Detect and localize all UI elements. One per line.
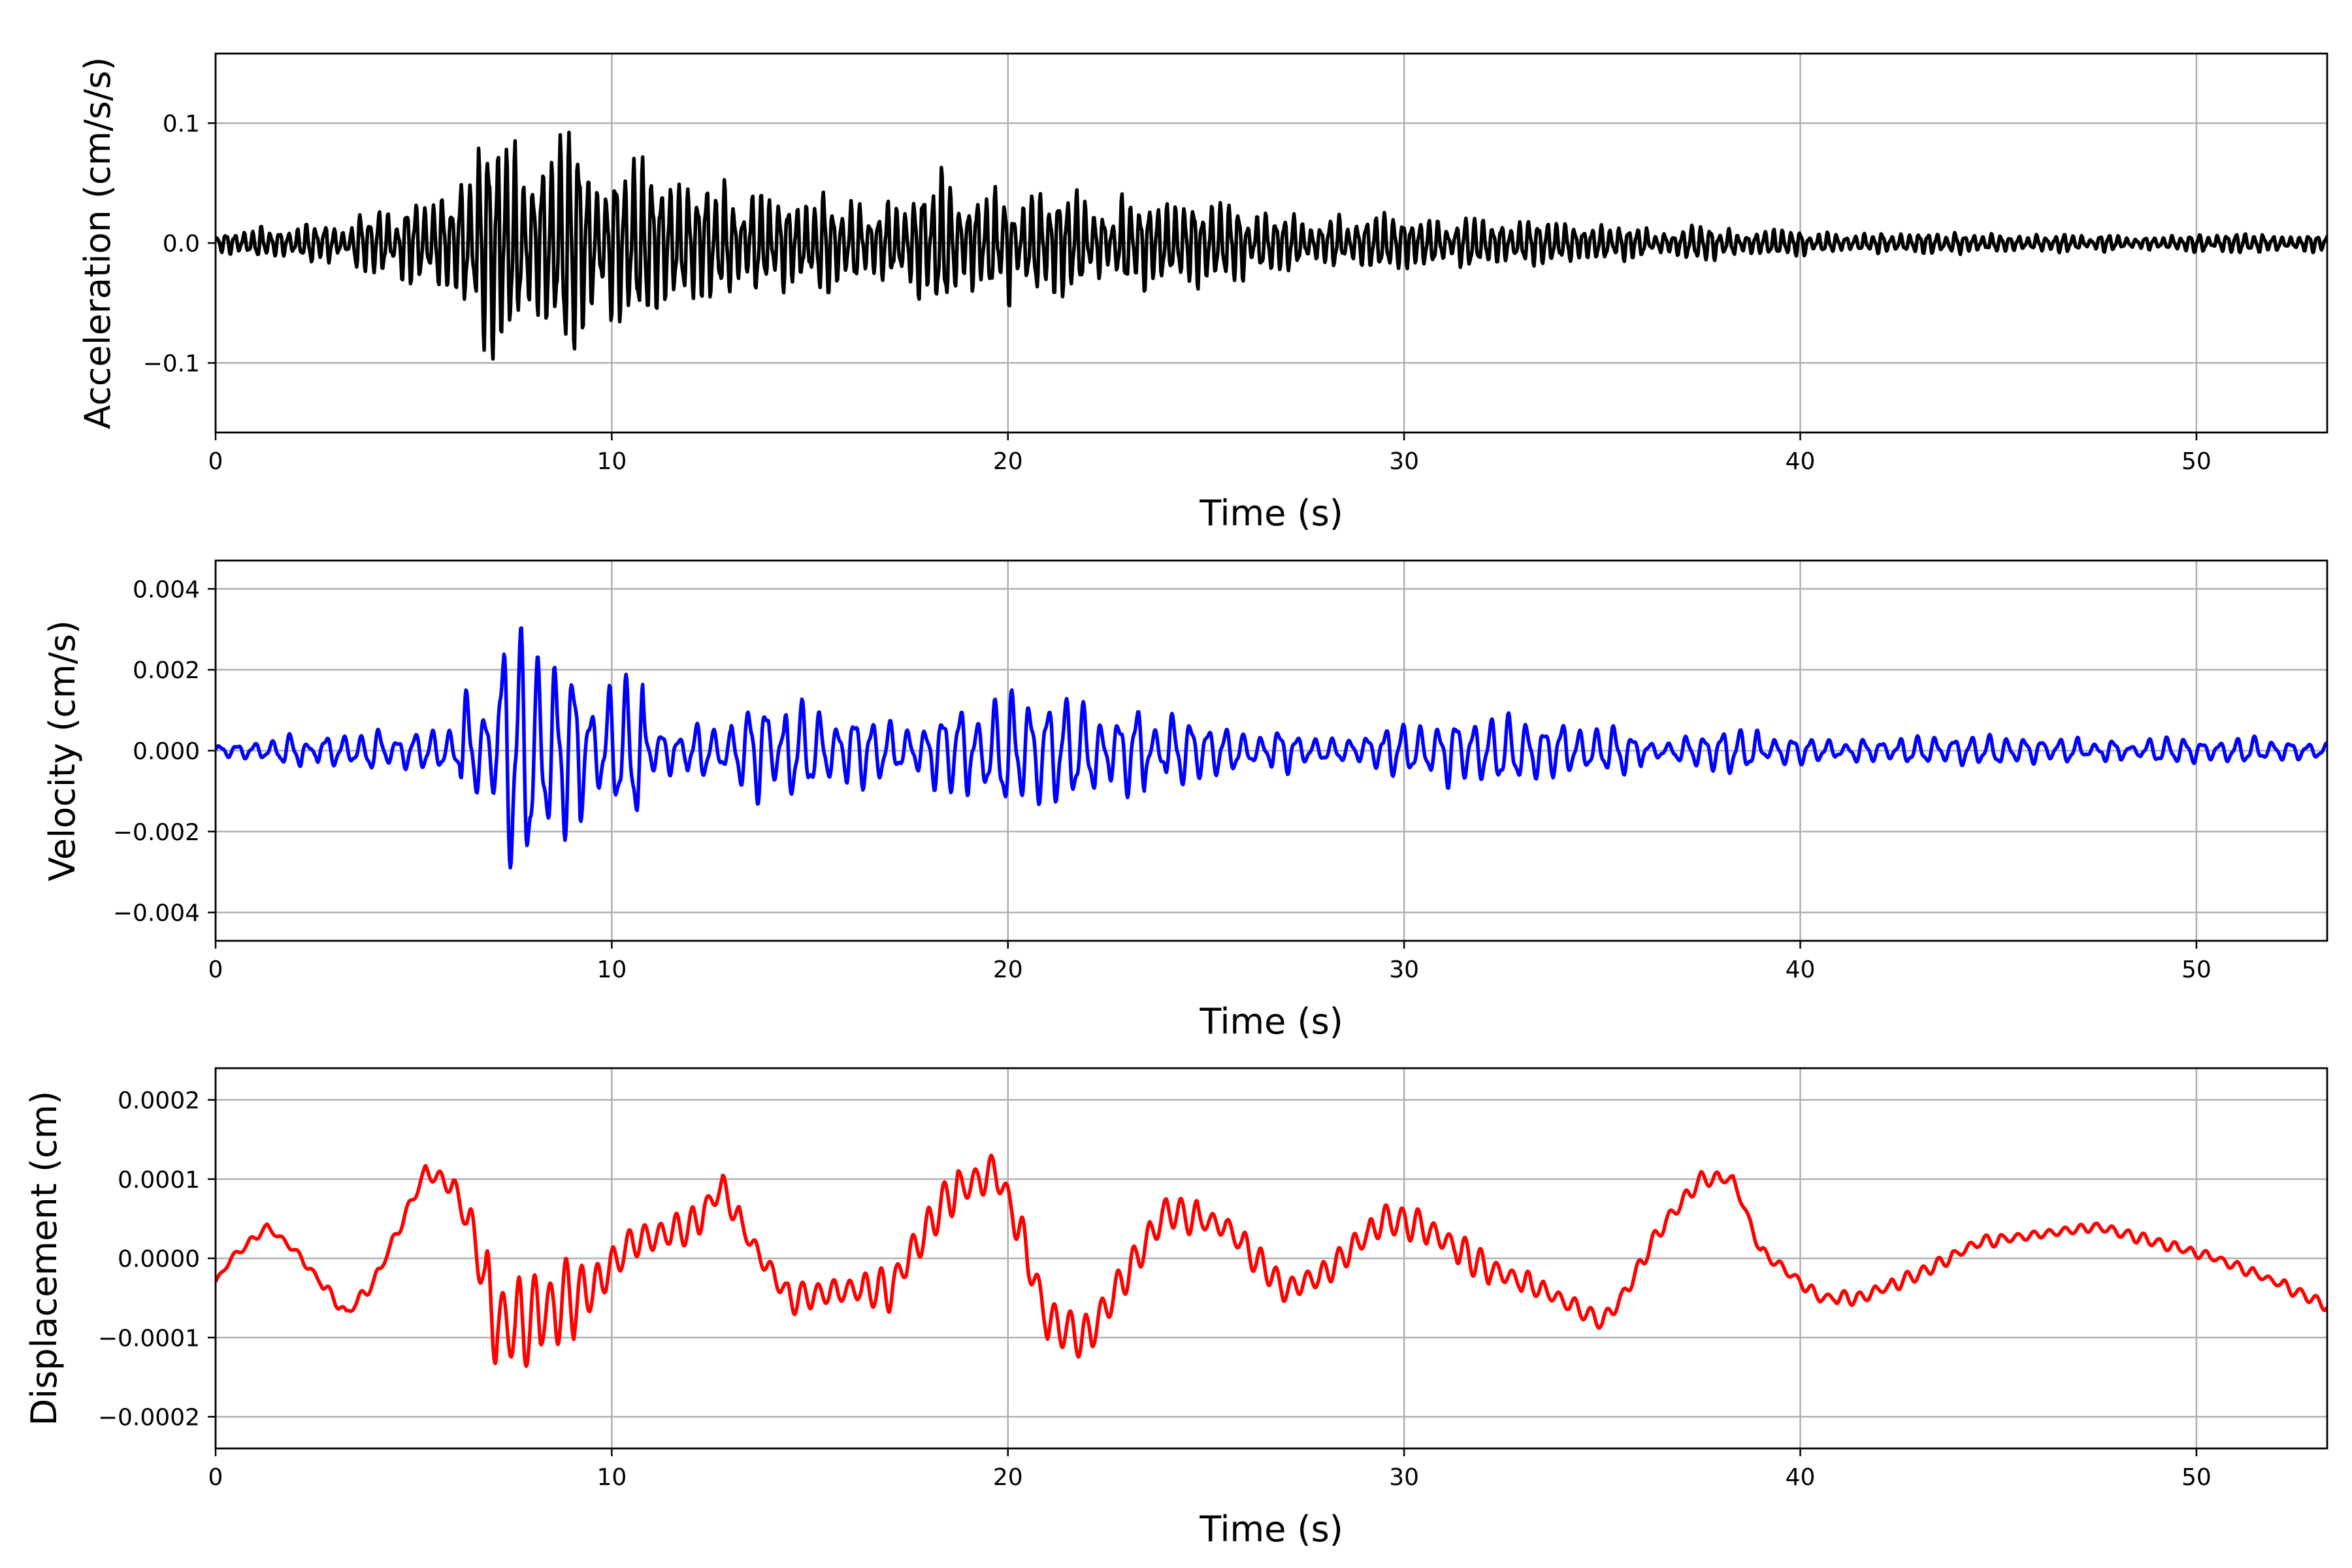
displacement-x-axis-label: Time (s) [1199, 1509, 1343, 1550]
y-tick-label: 0.1 [163, 110, 200, 137]
y-tick-label: −0.002 [113, 819, 200, 846]
x-tick-label: 20 [993, 1464, 1023, 1491]
displacement-series-line [216, 1153, 2327, 1368]
x-tick-label: 30 [1389, 1464, 1419, 1491]
y-tick-label: −0.0002 [98, 1405, 200, 1431]
x-tick-label: 0 [208, 448, 223, 475]
x-tick-label: 0 [208, 1464, 223, 1491]
chart-panels: 0 10 20 30 40 50 −0.1 0.0 0.1 Time (s) Acceleratio… [24, 52, 2328, 1550]
x-tick-label: 50 [2181, 1464, 2212, 1491]
x-tick-label: 40 [1786, 1464, 1816, 1491]
y-tick-label: 0.0 [163, 231, 200, 257]
displacement-chart: 0 10 20 30 40 50 −0.0002 −0.0001 0.0000 0.0001 0.0… [24, 1067, 2328, 1550]
x-tick-label: 40 [1786, 448, 1816, 475]
velocity-y-axis-label: Velocity (cm/s) [42, 620, 83, 881]
x-tick-label: 10 [596, 1464, 627, 1491]
x-tick-label: 50 [2181, 448, 2212, 475]
acceleration-series-line [216, 130, 2327, 361]
acceleration-x-axis-label: Time (s) [1199, 493, 1343, 534]
y-tick-label: −0.0001 [98, 1325, 200, 1352]
displacement-y-axis-label: Displacement (cm) [24, 1091, 65, 1426]
y-tick-label: −0.1 [143, 351, 200, 378]
velocity-chart: 0 10 20 30 40 50 −0.004 −0.002 0.000 0.002 0.004 Ti… [42, 559, 2328, 1042]
y-tick-label: 0.000 [133, 738, 200, 765]
x-tick-label: 50 [2181, 956, 2212, 983]
velocity-series-line [216, 626, 2327, 870]
velocity-x-axis-label: Time (s) [1199, 1001, 1343, 1042]
x-tick-label: 30 [1389, 448, 1419, 475]
x-tick-label: 10 [596, 956, 627, 983]
y-tick-label: 0.004 [133, 576, 200, 603]
x-tick-label: 10 [596, 448, 627, 475]
y-tick-label: 0.002 [133, 657, 200, 684]
x-tick-label: 20 [993, 956, 1023, 983]
y-tick-label: 0.0001 [118, 1167, 200, 1194]
acceleration-y-axis-label: Acceleration (cm/s/s) [77, 57, 118, 429]
y-tick-label: −0.004 [113, 900, 200, 927]
x-tick-label: 30 [1389, 956, 1419, 983]
y-tick-label: 0.0000 [118, 1246, 200, 1273]
y-tick-label: 0.0002 [118, 1088, 200, 1115]
x-tick-label: 40 [1786, 956, 1816, 983]
acceleration-chart: 0 10 20 30 40 50 −0.1 0.0 0.1 Time (s) Acceleratio… [77, 52, 2328, 534]
x-tick-label: 0 [208, 956, 223, 983]
x-tick-label: 20 [993, 448, 1023, 475]
